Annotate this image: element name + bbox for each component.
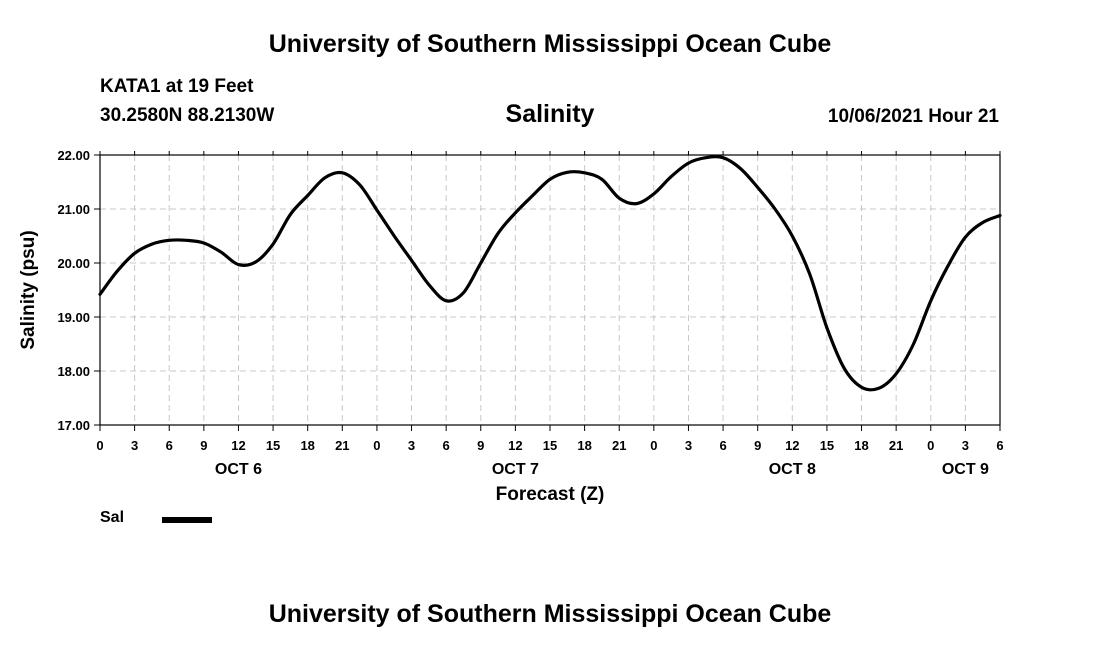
x-tick-label: 18 [854, 438, 868, 453]
y-tick-label: 19.00 [57, 310, 90, 325]
grid-lines [100, 155, 1000, 425]
x-tick-label: 9 [477, 438, 484, 453]
y-tick-label: 17.00 [57, 418, 90, 433]
x-tick-label: 12 [785, 438, 799, 453]
forecast-timestamp: 10/06/2021 Hour 21 [827, 106, 999, 127]
x-tick-label: 21 [889, 438, 903, 453]
x-tick-label: 3 [962, 438, 969, 453]
plot-frame [99, 154, 1001, 426]
x-tick-label: 12 [231, 438, 245, 453]
x-tick-label: 3 [131, 438, 138, 453]
legend-swatch [162, 517, 212, 523]
footer-title: University of Southern Mississippi Ocean… [268, 600, 832, 628]
x-tick-label: 3 [685, 438, 692, 453]
x-tick-label: 0 [96, 438, 103, 453]
x-tick-label: 0 [373, 438, 380, 453]
x-axis-label: Forecast (Z) [496, 484, 605, 505]
series-layer [98, 155, 1002, 392]
x-tick-label: 18 [300, 438, 314, 453]
x-tick-label: 15 [266, 438, 280, 453]
legend-label: Sal [100, 509, 125, 526]
x-tick-label: 6 [166, 438, 173, 453]
x-tick-label: 6 [996, 438, 1003, 453]
x-tick-label: 0 [650, 438, 657, 453]
x-date-label: OCT 6 [215, 461, 262, 478]
y-axis-label: Salinity (psu) [18, 230, 39, 349]
y-tick-label: 21.00 [57, 202, 90, 217]
series-line-sal [98, 155, 1002, 392]
axes: 0 3 6 9 12 15 18 21 0 3 6 9 12 15 18 21 0 3 6 9 12 15 18 21 0 3 6 1… [57, 148, 1003, 478]
x-tick-label: 15 [543, 438, 557, 453]
y-tick-label: 20.00 [57, 256, 90, 271]
x-tick-label: 0 [927, 438, 934, 453]
x-tick-label: 3 [408, 438, 415, 453]
x-tick-label: 9 [754, 438, 761, 453]
x-tick-label: 18 [577, 438, 591, 453]
x-tick-label: 9 [200, 438, 207, 453]
x-tick-label: 15 [820, 438, 834, 453]
x-tick-label: 21 [335, 438, 349, 453]
x-tick-label: 6 [719, 438, 726, 453]
x-tick-label: 6 [443, 438, 450, 453]
y-tick-label: 22.00 [57, 148, 90, 163]
station-coordinates: 30.2580N 88.2130W [100, 105, 275, 126]
x-tick-label: 21 [612, 438, 626, 453]
x-date-label: OCT 7 [492, 461, 539, 478]
station-name: KATA1 at 19 Feet [100, 76, 254, 97]
y-tick-label: 18.00 [57, 364, 90, 379]
x-tick-label: 12 [508, 438, 522, 453]
x-date-label: OCT 8 [769, 461, 816, 478]
chart-title: University of Southern Mississippi Ocean… [268, 30, 832, 58]
x-date-label: OCT 9 [942, 461, 989, 478]
chart-subtitle: Salinity [505, 100, 595, 128]
